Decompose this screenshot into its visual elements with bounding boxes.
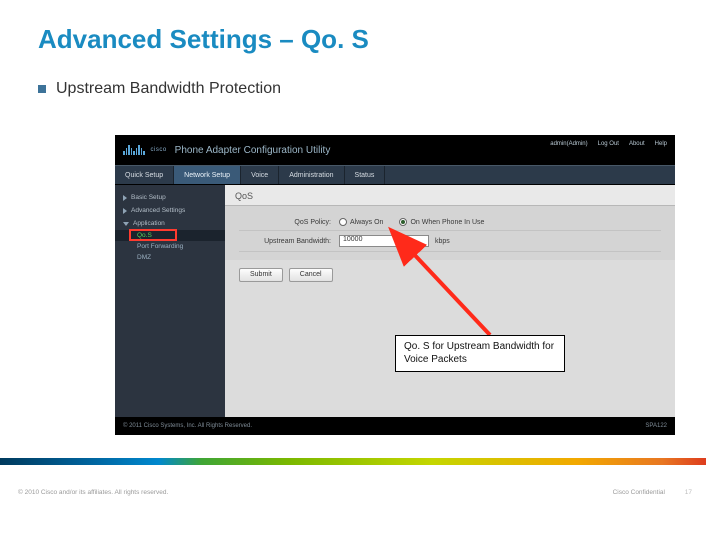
nav-voice[interactable]: Voice (241, 166, 279, 184)
copyright-text: © 2010 Cisco and/or its affiliates. All … (18, 489, 168, 496)
chevron-down-icon (123, 222, 129, 226)
header-user[interactable]: admin(Admin) (550, 141, 587, 147)
header-about[interactable]: About (629, 141, 645, 147)
sidebar-item-advanced[interactable]: Advanced Settings (115, 204, 225, 217)
app-name: Phone Adapter Configuration Utility (175, 145, 331, 156)
policy-opt-always[interactable]: Always On (339, 218, 383, 226)
sidebar-item-application[interactable]: Application (115, 217, 225, 230)
form-panel: QoS Policy: Always On On When Phone In U… (225, 206, 675, 260)
sidebar-sub-qos[interactable]: Qo.S (115, 230, 225, 241)
policy-opt2-label: On When Phone In Use (410, 219, 484, 226)
sidebar-item-basic[interactable]: Basic Setup (115, 191, 225, 204)
slide-footer: © 2010 Cisco and/or its affiliates. All … (0, 489, 720, 496)
nav-status[interactable]: Status (345, 166, 386, 184)
footer-right-wrap: Cisco Confidential 17 (613, 489, 692, 496)
sidebar-sub-portfwd[interactable]: Port Forwarding (115, 241, 225, 252)
header-help[interactable]: Help (655, 141, 667, 147)
content-heading: QoS (225, 185, 675, 206)
sidebar: Basic Setup Advanced Settings Applicatio… (115, 185, 225, 417)
bullet-square-icon (38, 85, 46, 93)
page-number: 17 (685, 489, 692, 496)
app-body: Basic Setup Advanced Settings Applicatio… (115, 185, 675, 417)
app-footer: © 2011 Cisco Systems, Inc. All Rights Re… (115, 417, 675, 435)
row-bandwidth: Upstream Bandwidth: 10000 kbps (239, 231, 661, 252)
app-header: cisco Phone Adapter Configuration Utilit… (115, 135, 675, 165)
sidebar-item-label: Advanced Settings (131, 207, 185, 214)
policy-opt-when-phone[interactable]: On When Phone In Use (399, 218, 484, 226)
content-area: QoS QoS Policy: Always On On When Phone … (225, 185, 675, 417)
slide: Advanced Settings – Qo. S Upstream Bandw… (0, 0, 720, 540)
bandwidth-unit: kbps (435, 238, 450, 245)
chevron-right-icon (123, 195, 127, 201)
radio-icon[interactable] (339, 218, 347, 226)
cancel-button[interactable]: Cancel (289, 268, 333, 282)
header-logout[interactable]: Log Out (598, 141, 619, 147)
callout-box: Qo. S for Upstream Bandwidth for Voice P… (395, 335, 565, 372)
policy-opt1-label: Always On (350, 219, 383, 226)
nav-bar: Quick Setup Network Setup Voice Administ… (115, 165, 675, 185)
cisco-logo-icon (123, 145, 145, 155)
sidebar-item-label: Application (133, 220, 165, 227)
policy-label: QoS Policy: (239, 219, 339, 226)
page-title: Advanced Settings – Qo. S (38, 24, 369, 55)
app-footer-right: SPA122 (645, 423, 667, 429)
button-row: Submit Cancel (225, 260, 675, 290)
sidebar-item-label: Basic Setup (131, 194, 166, 201)
app-window: cisco Phone Adapter Configuration Utilit… (115, 135, 675, 435)
submit-button[interactable]: Submit (239, 268, 283, 282)
nav-network-setup[interactable]: Network Setup (174, 166, 241, 184)
sidebar-sub-label: Qo.S (137, 232, 152, 239)
cisco-word: cisco (151, 147, 167, 153)
app-footer-left: © 2011 Cisco Systems, Inc. All Rights Re… (123, 423, 252, 429)
header-right-links: admin(Admin) Log Out About Help (550, 141, 667, 147)
nav-quick-setup[interactable]: Quick Setup (115, 166, 174, 184)
bullet-row: Upstream Bandwidth Protection (38, 80, 281, 98)
brand-bar (0, 458, 720, 465)
row-policy: QoS Policy: Always On On When Phone In U… (239, 214, 661, 231)
bandwidth-label: Upstream Bandwidth: (239, 238, 339, 245)
bandwidth-input[interactable]: 10000 (339, 235, 429, 247)
confidential-text: Cisco Confidential (613, 489, 665, 496)
nav-administration[interactable]: Administration (279, 166, 344, 184)
radio-checked-icon[interactable] (399, 218, 407, 226)
sidebar-sub-dmz[interactable]: DMZ (115, 252, 225, 263)
bullet-text: Upstream Bandwidth Protection (56, 80, 281, 98)
chevron-right-icon (123, 208, 127, 214)
